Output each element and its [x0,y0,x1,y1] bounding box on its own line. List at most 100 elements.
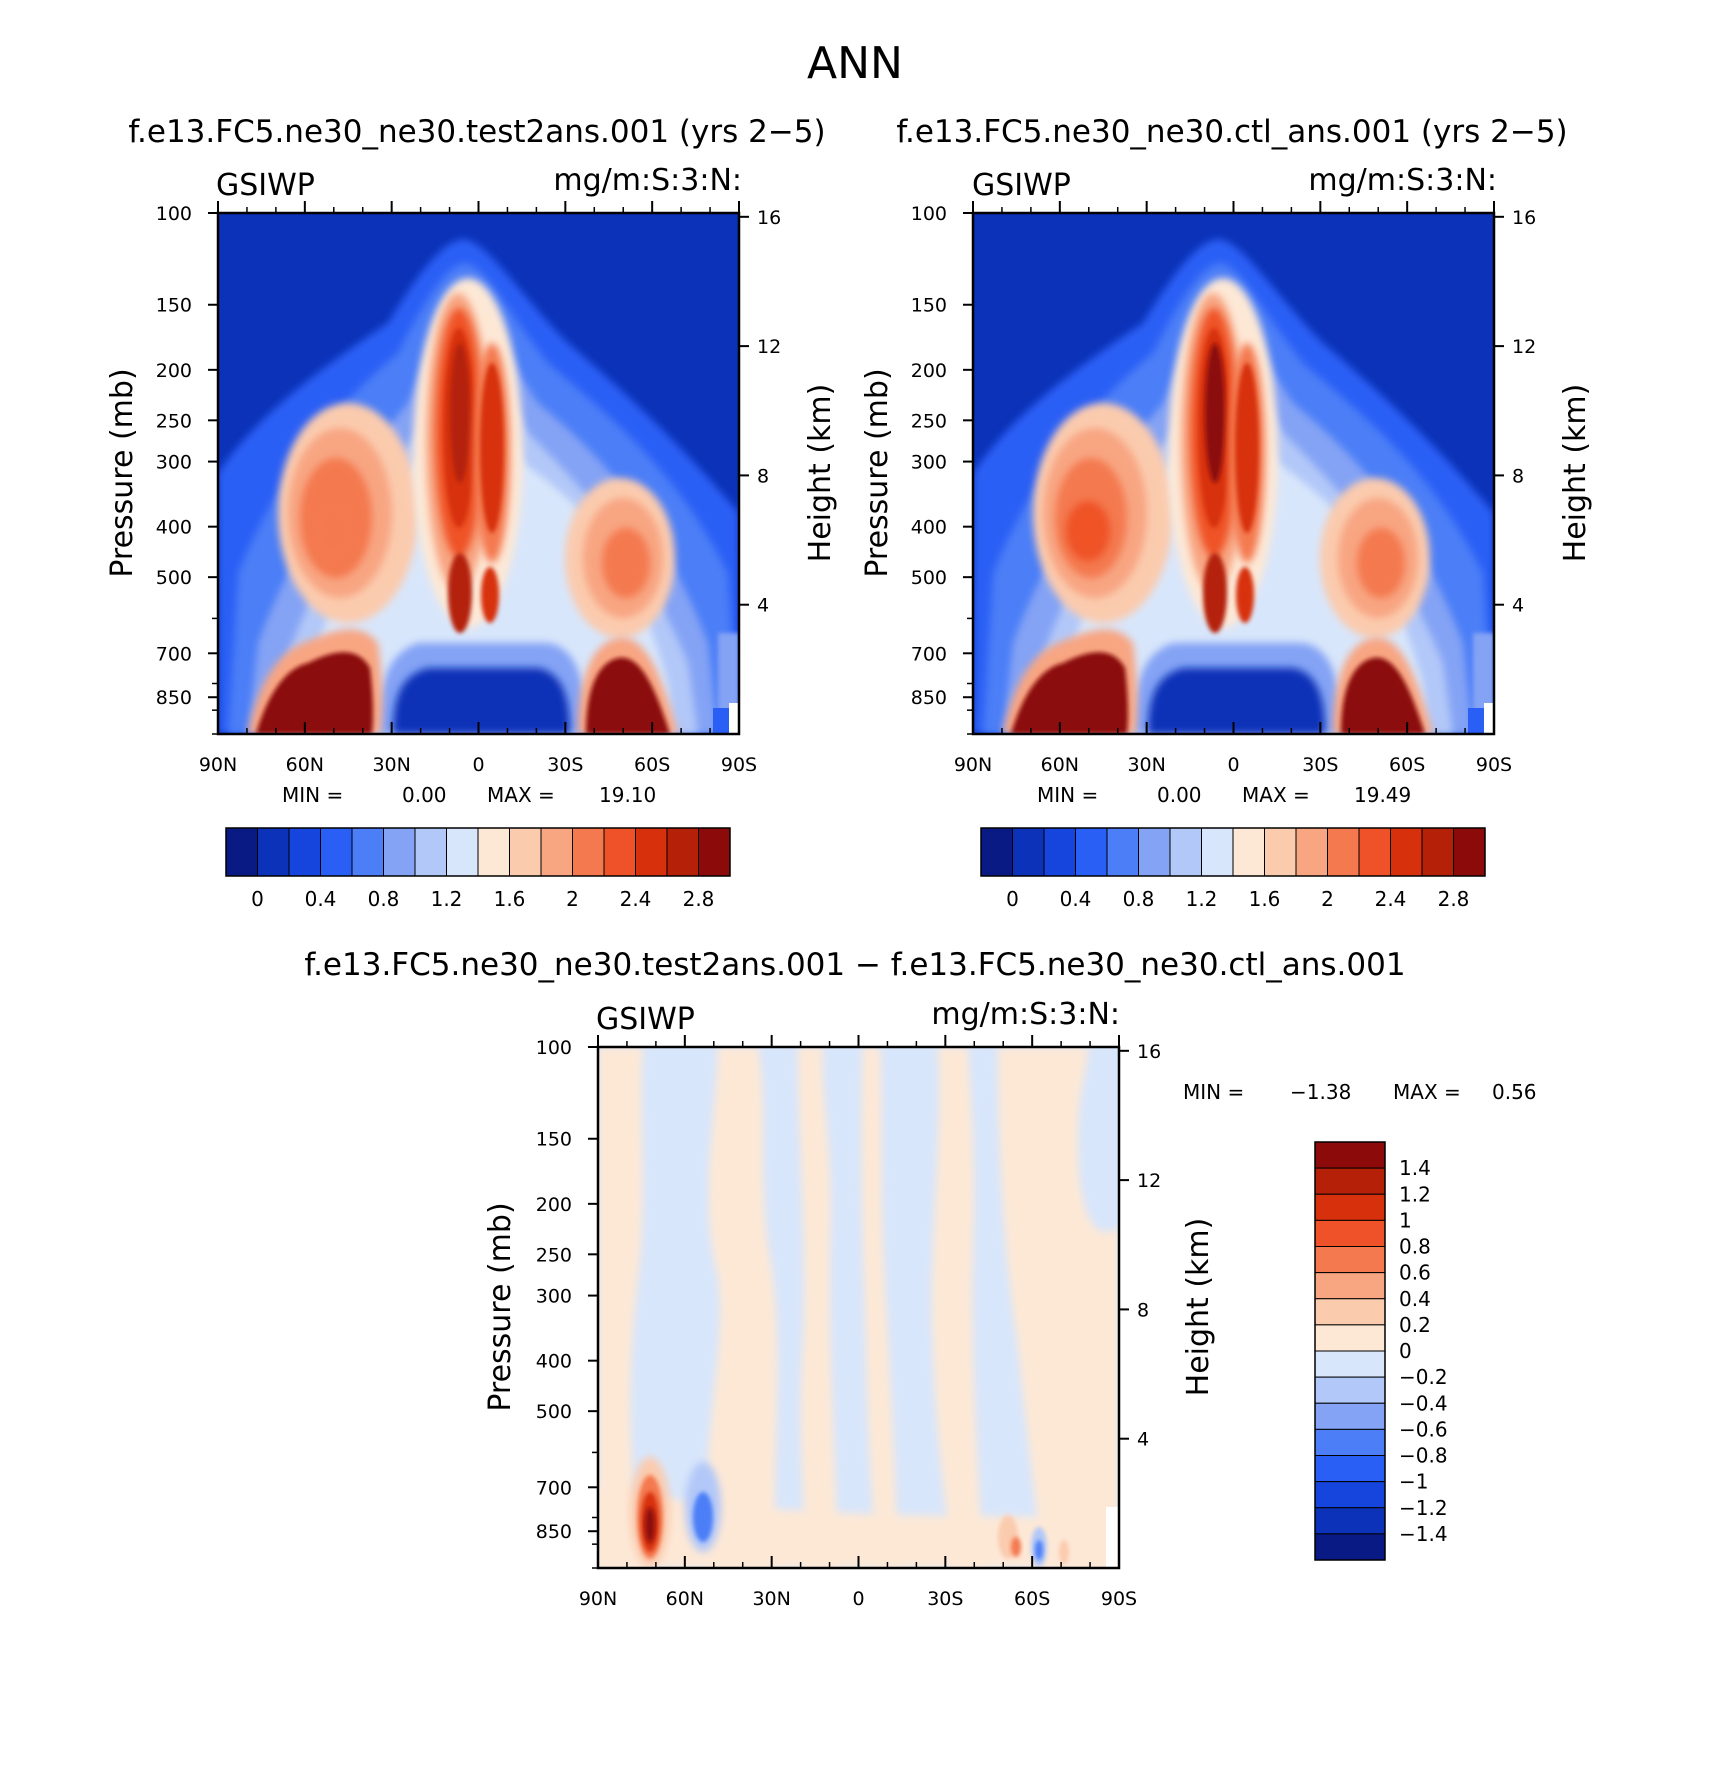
colorbar-swatch [1314,1533,1386,1561]
colorbar-swatch [1169,827,1202,877]
field-contour [1205,343,1225,483]
y-right-tick-label: 12 [1137,1170,1161,1192]
field-contour [598,1047,643,1568]
colorbar: 1.41.210.80.60.40.20−0.2−0.4−0.6−0.8−1−1… [1314,1141,1448,1561]
units-label: mg/m:S:3:N: [1308,163,1497,198]
x-tick-label: 60S [1389,754,1425,776]
x-tick-label: 0 [1227,754,1239,776]
colorbar-label: 1.4 [1399,1156,1431,1180]
field-contour [448,553,472,633]
y-tick-label: 200 [156,360,192,382]
colorbar: 0 0.4 0.8 1.2 1.6 2 2.4 2.8 [980,827,1486,911]
colorbar-label: 0.6 [1399,1261,1431,1285]
y-right-tick-label: 4 [1137,1429,1149,1451]
y-tick-label: 100 [911,203,947,225]
colorbar-label: −0.2 [1399,1365,1448,1389]
y-tick-label: 700 [156,643,192,665]
y-tick-label: 200 [536,1194,572,1216]
field-contour [693,1492,713,1542]
field-contour [931,1047,983,1568]
y-right-tick-label: 8 [1512,465,1524,487]
colorbar-swatch [1106,827,1139,877]
colorbar-swatch [1421,827,1454,877]
field-contour [1011,652,1128,734]
variable-label: GSIWP [596,1002,695,1037]
x-tick-label: 90N [579,1588,617,1610]
colorbar-label: 1.6 [1249,887,1281,911]
field-contour [861,1047,898,1568]
y-tick-label: 250 [536,1244,572,1266]
min-value: 0.00 [1157,783,1202,807]
colorbar-label: 0.8 [1123,887,1155,911]
colorbar-swatch [1358,827,1391,877]
max-value: 19.10 [599,783,656,807]
y-tick-label: 250 [156,410,192,432]
y-right-tick-label: 4 [1512,595,1524,617]
field-contour [1035,1540,1043,1560]
y-axis-title: Pressure (mb) [105,368,140,577]
colorbar-swatch [1314,1324,1386,1352]
y-tick-label: 150 [536,1129,572,1151]
colorbar-swatch [1314,1428,1386,1456]
field-contour [1203,553,1227,633]
field-contour [1236,567,1254,623]
field-contour [1357,528,1405,598]
y-axis-right-title: Height (km) [1181,1218,1216,1397]
y-right-tick-label: 12 [757,336,781,358]
colorbar-swatch [1314,1272,1386,1300]
x-tick-label: 30N [1127,754,1165,776]
y-tick-label: 200 [911,360,947,382]
colorbar-label: 2 [566,887,579,911]
variable-label: GSIWP [216,168,315,203]
colorbar-swatch [446,827,479,877]
field-contour [1106,1507,1119,1568]
colorbar-label: 0 [1006,887,1019,911]
y-tick-label: 150 [911,295,947,317]
field-contour [311,501,355,561]
plot-area: 100 150 200 250 300 400 500 700 850 16 12 8 4 90N 60N 3… [536,1035,1161,1610]
field-contour [729,703,739,734]
colorbar-label: 0 [1399,1339,1412,1363]
y-tick-label: 300 [536,1286,572,1308]
colorbar-swatch [666,827,699,877]
y-tick-label: 300 [156,452,192,474]
y-tick-label: 500 [156,567,192,589]
colorbar-swatch [257,827,290,877]
field-contour [481,567,499,623]
colorbar-swatch [980,827,1013,877]
min-value: −1.38 [1290,1080,1351,1104]
colorbar-swatch [1453,827,1486,877]
max-value: 0.56 [1492,1080,1537,1104]
y-tick-label: 850 [156,687,192,709]
x-tick-label: 30N [752,1588,790,1610]
y-right-tick-label: 8 [1137,1299,1149,1321]
y-tick-label: 250 [911,410,947,432]
y-tick-label: 100 [536,1037,572,1059]
x-tick-label: 0 [472,754,484,776]
colorbar-swatch [635,827,668,877]
variable-label: GSIWP [972,168,1071,203]
colorbar-swatch [477,827,510,877]
colorbar-label: 1.2 [431,887,463,911]
x-tick-label: 90S [721,754,757,776]
page-title: ANN [807,38,903,89]
y-axis-title: Pressure (mb) [860,368,895,577]
colorbar-label: 1.2 [1399,1182,1431,1206]
colorbar-label: −1.4 [1399,1522,1448,1546]
y-tick-label: 400 [911,517,947,539]
field-contour [256,652,373,734]
units-label: mg/m:S:3:N: [553,163,742,198]
colorbar-frame [1314,1141,1386,1561]
y-right-tick-label: 8 [757,465,769,487]
max-value: 19.49 [1354,783,1411,807]
colorbar-swatch [1012,827,1045,877]
colorbar-swatch [1314,1402,1386,1430]
panel-title: f.e13.FC5.ne30_ne30.test2ans.001 − f.e13… [304,947,1405,983]
colorbar-swatch [1314,1246,1386,1274]
x-tick-label: 90S [1476,754,1512,776]
y-tick-label: 400 [536,1351,572,1373]
y-tick-label: 400 [156,517,192,539]
colorbar-label: 2.4 [620,887,652,911]
panel-title: f.e13.FC5.ne30_ne30.test2ans.001 (yrs 2−… [128,114,825,150]
colorbar-label: 0.4 [1399,1287,1431,1311]
